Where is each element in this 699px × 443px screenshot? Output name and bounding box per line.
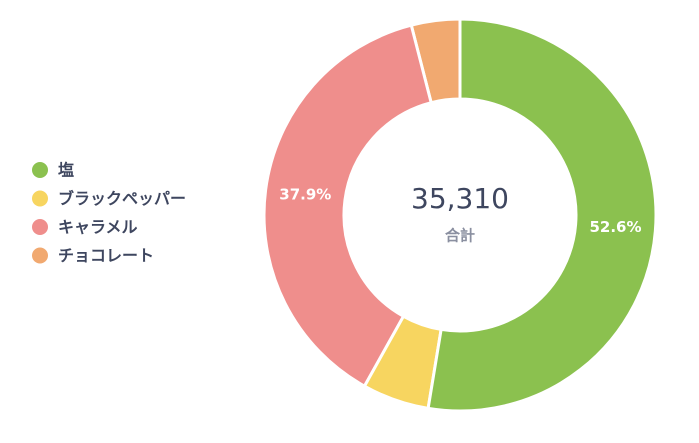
data-label: 52.6% [589,218,641,236]
donut-slice [262,23,433,389]
legend-label: ブラックペッパー [58,189,186,208]
center-label: 合計 [444,227,475,245]
donut-slice [362,314,443,411]
legend-marker [32,247,48,264]
data-label: 37.9% [279,185,331,203]
legend-marker [32,219,48,235]
donut-slice [426,17,658,413]
legend-label: 塩 [58,161,74,180]
legend-label: キャラメル [58,218,138,237]
legend-label: チョコレート [58,246,154,265]
center-total: 35,310 [411,182,509,215]
legend-marker [32,162,48,178]
legend-marker [32,190,48,207]
